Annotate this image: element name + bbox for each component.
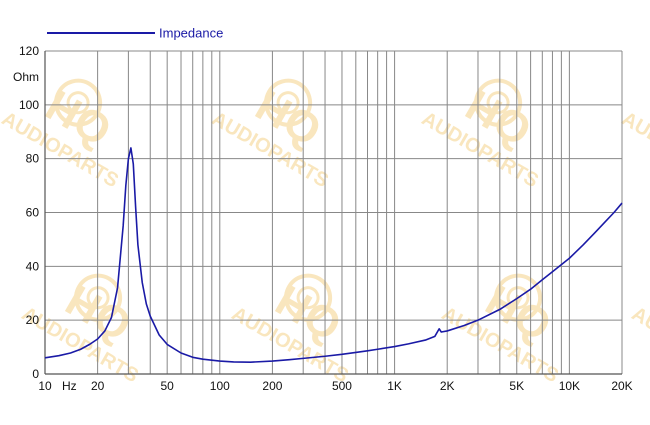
x-tick-label: 2K <box>440 379 455 393</box>
y-tick-label: 20 <box>26 313 40 327</box>
watermark-sub-text: AUDIOPARTS <box>628 303 650 387</box>
legend: Impedance <box>47 26 223 41</box>
y-tick-label: 40 <box>26 259 40 273</box>
y-tick-label: 0 <box>32 367 39 381</box>
x-tick-label: 20 <box>91 379 105 393</box>
watermark-speaker-icon <box>284 273 333 322</box>
watermark-speaker-cone-icon <box>506 286 530 310</box>
x-tick-label: 50 <box>160 379 174 393</box>
watermark-speaker-cone-icon <box>66 91 90 115</box>
x-tick-label: 500 <box>332 379 352 393</box>
impedance-series-line <box>44 147 623 363</box>
x-tick-label: 200 <box>262 379 282 393</box>
x-tick-label: 10 <box>38 379 52 393</box>
watermark-speaker-icon <box>74 273 123 322</box>
x-tick-label: 1K <box>387 379 402 393</box>
watermark-speaker-icon <box>264 78 313 127</box>
x-tick-label: 100 <box>210 379 230 393</box>
x-axis-label: Hz <box>62 379 77 393</box>
y-tick-label: 100 <box>19 98 39 112</box>
x-tick-label: 10K <box>559 379 580 393</box>
y-tick-label: 60 <box>26 206 40 220</box>
watermark-speaker-cone-icon <box>486 91 510 115</box>
y-tick-label: 80 <box>26 152 40 166</box>
legend-label: Impedance <box>159 26 223 41</box>
series-layer <box>44 147 623 363</box>
watermark-speaker-cone-icon <box>86 286 110 310</box>
watermark-speaker-icon <box>494 273 543 322</box>
tick-labels: 0 20 40 60 80 100 120 10 20 50 100 200 500 1K 2K 5K 10K 2… <box>13 44 633 393</box>
y-tick-label: 120 <box>19 44 39 58</box>
y-axis-label: Ohm <box>13 70 39 84</box>
x-tick-label: 20K <box>611 379 632 393</box>
x-tick-label: 5K <box>509 379 524 393</box>
watermark-sub-text: AUDIOPARTS <box>618 108 650 192</box>
watermark-speaker-cone-icon <box>276 91 300 115</box>
axes <box>44 51 622 375</box>
